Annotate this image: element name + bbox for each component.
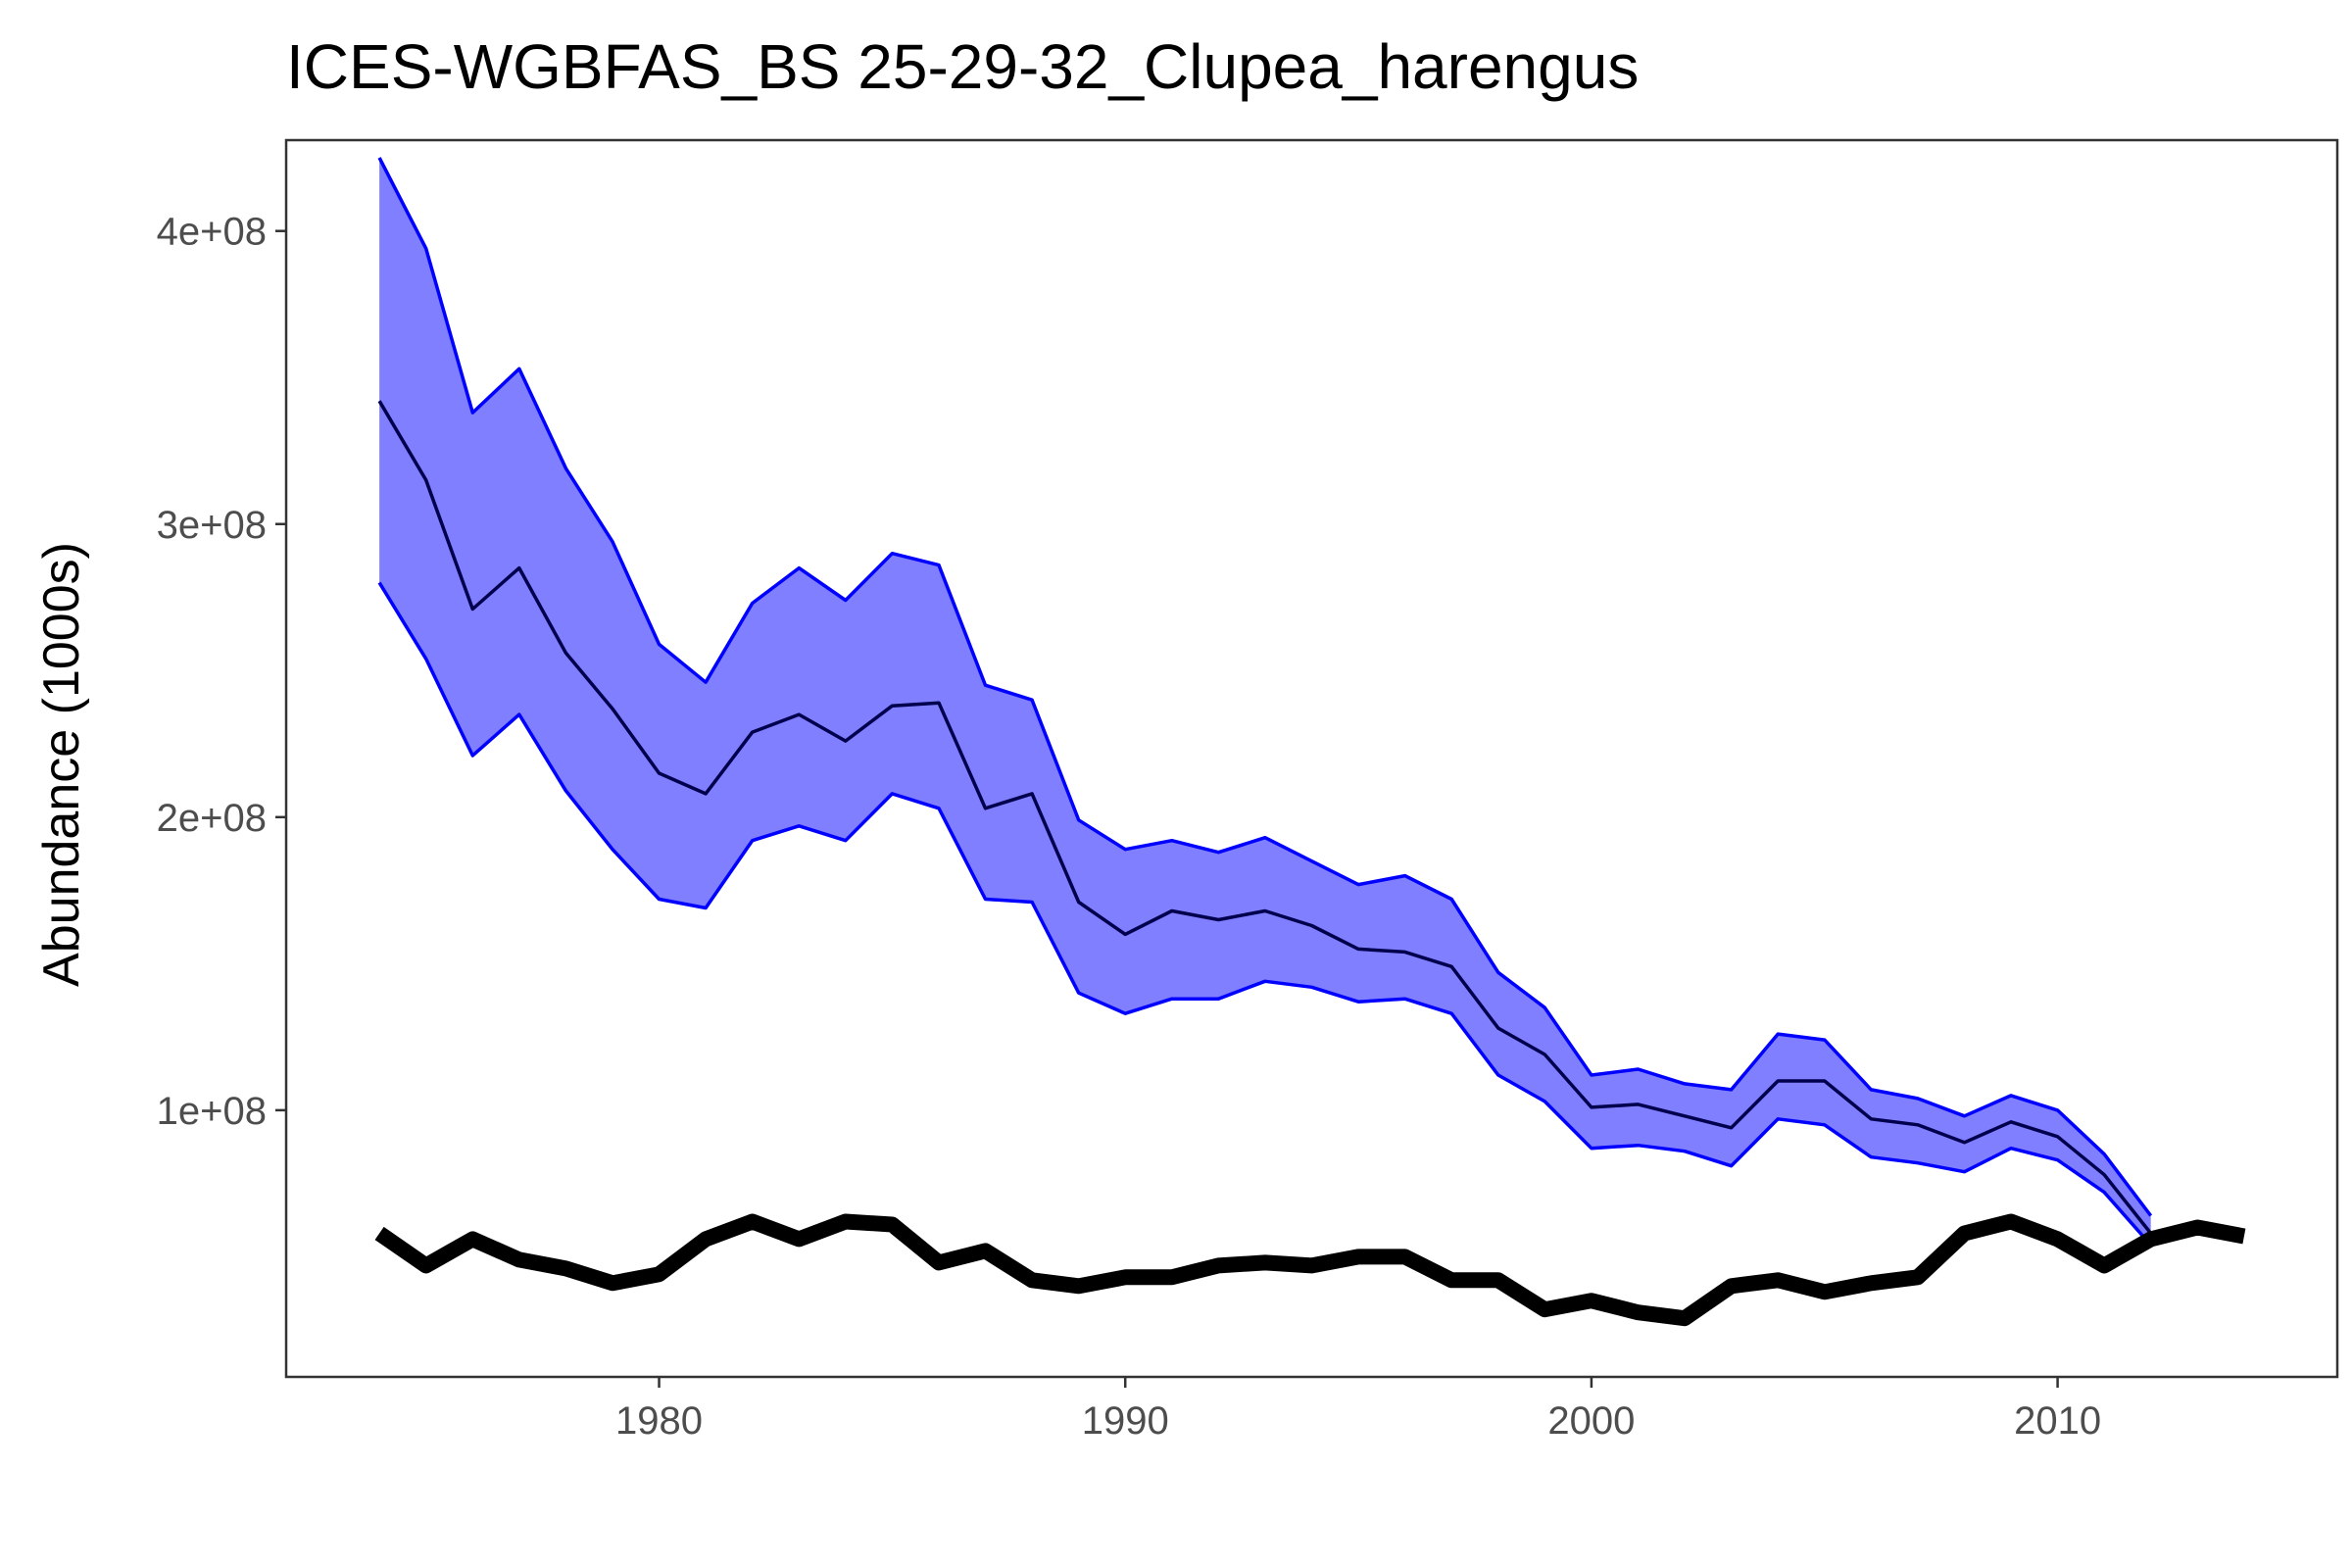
y-axis: 1e+08 2e+08 3e+08 4e+08 [157, 211, 286, 1133]
y-tick-label: 1e+08 [157, 1090, 267, 1133]
y-tick-label: 3e+08 [157, 504, 267, 547]
upper-bound-line [377, 157, 2153, 1217]
x-tick-label: 1990 [1082, 1399, 1169, 1443]
y-tick-label: 4e+08 [157, 211, 267, 254]
plot-panel-border [284, 138, 2339, 1379]
series-lines [374, 157, 2246, 1327]
observed-line [374, 1213, 2246, 1327]
y-axis-label: Abundance (1000s) [33, 542, 90, 987]
x-axis: 1980 1990 2000 2010 [615, 1377, 2101, 1443]
lower-bound-line [377, 581, 2153, 1247]
confidence-band [379, 157, 2151, 1246]
x-tick-label: 2000 [1547, 1399, 1635, 1443]
estimate-line [377, 400, 2153, 1235]
confidence-band-area [379, 157, 2151, 1246]
chart-title: ICES-WGBFAS_BS 25-29-32_Clupea_harengus [286, 31, 1639, 102]
x-tick-label: 2010 [2014, 1399, 2101, 1443]
y-tick-label: 2e+08 [157, 797, 267, 840]
x-tick-label: 1980 [615, 1399, 703, 1443]
